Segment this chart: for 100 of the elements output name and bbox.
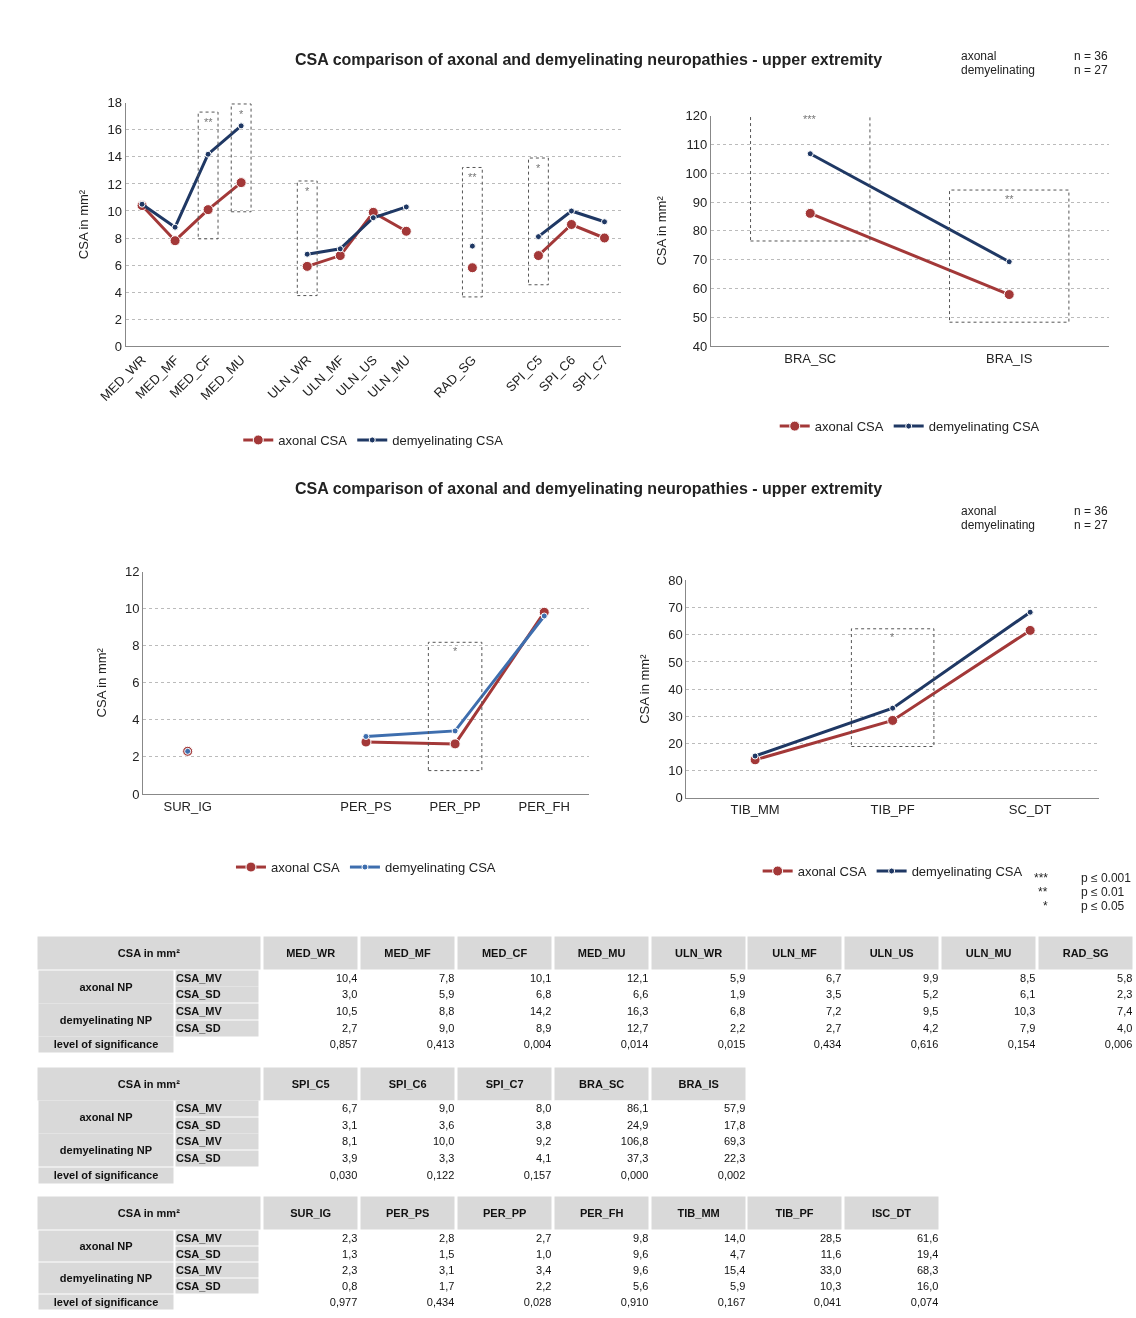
text: 0,413 [426, 1038, 455, 1051]
text: 0,122 [426, 1169, 455, 1182]
y-tick-label: 20 [668, 736, 683, 752]
category-label: axonal NP [79, 980, 133, 993]
text: 10,3 [819, 1280, 842, 1293]
y-tick-label: 90 [692, 194, 708, 210]
annotation: ** [468, 171, 478, 183]
text: 7,8 [439, 972, 455, 985]
text: 17,8 [723, 1119, 746, 1132]
category-label: CSA_MV [176, 1102, 222, 1115]
text: 37,3 [626, 1152, 649, 1165]
text: 8,0 [536, 1102, 552, 1115]
text: 24,9 [626, 1119, 649, 1132]
y-tick-label: 6 [132, 675, 140, 691]
text: 4,1 [536, 1152, 552, 1165]
text: 2,2 [730, 1022, 746, 1035]
text: 3,5 [826, 988, 842, 1001]
legend-label: demyelinating CSA [911, 864, 1023, 880]
text: 6,7 [826, 972, 842, 985]
text: 7,9 [1020, 1022, 1036, 1035]
category-label: RAD_SG [1062, 947, 1109, 959]
text: n = 36 [1074, 49, 1109, 63]
category-label: CSA_MV [176, 1232, 222, 1245]
text: 0,002 [717, 1169, 746, 1182]
text: axonal [961, 504, 997, 518]
legend-label: demyelinating CSA [384, 860, 496, 876]
category-label: level of significance [53, 1169, 159, 1182]
category-label: ULN_MU [965, 947, 1012, 959]
text: 0,616 [910, 1038, 939, 1051]
category-label: ISC_DT [871, 1207, 912, 1219]
chart-title: CSA comparison of axonal and demyelinating neuropathies - upper extremity [295, 480, 883, 497]
y-tick-label: 2 [114, 311, 122, 327]
legend-label: axonal CSA [278, 433, 348, 449]
text: 15,4 [723, 1264, 746, 1277]
category-label: CSA_SD [176, 1119, 221, 1132]
text: 8,9 [536, 1022, 552, 1035]
category-label: ULN_WR [675, 947, 723, 959]
y-tick-label: 30 [668, 708, 683, 724]
text: 4,7 [730, 1248, 746, 1261]
text: 4,2 [923, 1022, 939, 1035]
text: 6,1 [1020, 988, 1036, 1001]
text: 3,8 [536, 1119, 552, 1132]
text: 0,015 [717, 1038, 746, 1051]
category-label: CSA_SD [176, 1280, 221, 1293]
text: 9,0 [439, 1022, 455, 1035]
y-tick-label: 16 [107, 122, 122, 138]
category-label: MED_MU [577, 947, 626, 959]
text: 3,0 [342, 988, 358, 1001]
text: 9,6 [633, 1264, 649, 1277]
text: 0,006 [1104, 1038, 1133, 1051]
category-label: demyelinating NP [59, 1143, 153, 1156]
text: 19,4 [916, 1248, 939, 1261]
text: 0,434 [426, 1296, 455, 1309]
text: 22,3 [723, 1152, 746, 1165]
y-axis-title: CSA in mm² [654, 195, 670, 266]
text: 2,7 [342, 1022, 358, 1035]
text: 3,3 [439, 1152, 455, 1165]
chart-title: CSA comparison of axonal and demyelinating neuropathies - upper extremity [295, 51, 883, 68]
y-tick-label: 4 [132, 712, 140, 728]
text: 5,9 [730, 1280, 746, 1293]
text: 0,028 [523, 1296, 552, 1309]
text: * [1043, 899, 1048, 913]
text: 0,004 [523, 1038, 552, 1051]
text: 28,5 [819, 1232, 842, 1245]
text: 12,1 [626, 972, 649, 985]
text: 0,910 [620, 1296, 649, 1309]
x-tick-label: SUR_IG [163, 798, 212, 814]
text: 0,157 [523, 1169, 552, 1182]
text: 11,6 [820, 1248, 842, 1261]
text: demyelinating [961, 63, 1036, 77]
text: 8,1 [342, 1135, 358, 1148]
text: 1,9 [730, 988, 746, 1001]
y-tick-label: 80 [668, 572, 683, 588]
text: 8,5 [1020, 972, 1036, 985]
y-tick-label: 6 [114, 257, 122, 273]
text: 2,8 [439, 1232, 455, 1245]
y-tick-label: 0 [132, 786, 140, 802]
text: 2,3 [342, 1232, 358, 1245]
text: 3,4 [536, 1264, 552, 1277]
text: 5,2 [923, 988, 939, 1001]
y-tick-label: 14 [107, 149, 122, 165]
y-tick-label: 80 [692, 223, 708, 239]
text: 9,5 [923, 1005, 939, 1018]
text: 9,0 [439, 1102, 455, 1115]
text: 0,8 [342, 1280, 358, 1293]
category-label: PER_PS [385, 1207, 430, 1219]
legend-label: demyelinating CSA [392, 433, 504, 449]
y-axis-title: CSA in mm² [637, 653, 653, 724]
text: 6,6 [633, 988, 649, 1001]
y-tick-label: 8 [132, 638, 140, 654]
category-label: level of significance [53, 1296, 159, 1309]
text: 0,434 [813, 1038, 842, 1051]
category-label: MED_MF [384, 947, 432, 959]
category-label: SPI_C7 [485, 1078, 524, 1090]
category-label: CSA_SD [176, 1248, 221, 1261]
category-label: demyelinating NP [59, 1272, 153, 1285]
text: 16,0 [916, 1280, 939, 1293]
legend-label: axonal CSA [270, 860, 340, 876]
text: CSA in mm² [117, 1078, 181, 1090]
text: 0,977 [329, 1296, 358, 1309]
